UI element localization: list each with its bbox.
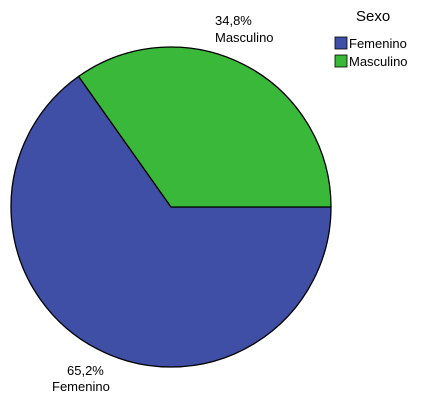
legend-label-femenino: Femenino — [349, 36, 407, 51]
legend: Sexo Femenino Masculino — [334, 8, 408, 69]
slice-name-label-femenino: Femenino — [52, 379, 110, 394]
slice-label-group-masculino: 34,8% Masculino — [215, 13, 274, 45]
slice-name-label-masculino: Masculino — [215, 30, 274, 45]
pie-slice-masculino — [77, 46, 332, 208]
legend-label-masculino: Masculino — [349, 54, 408, 69]
legend-swatch-femenino — [334, 36, 348, 50]
slice-percent-label-masculino: 34,8% — [215, 13, 252, 28]
slice-label-group-femenino: 65,2% Femenino — [52, 363, 110, 394]
pie-slices — [10, 46, 332, 368]
slice-percent-label-femenino: 65,2% — [67, 363, 104, 378]
pie-slice-femenino — [10, 75, 332, 368]
legend-title: Sexo — [356, 8, 390, 25]
legend-swatch-masculino — [334, 54, 348, 68]
